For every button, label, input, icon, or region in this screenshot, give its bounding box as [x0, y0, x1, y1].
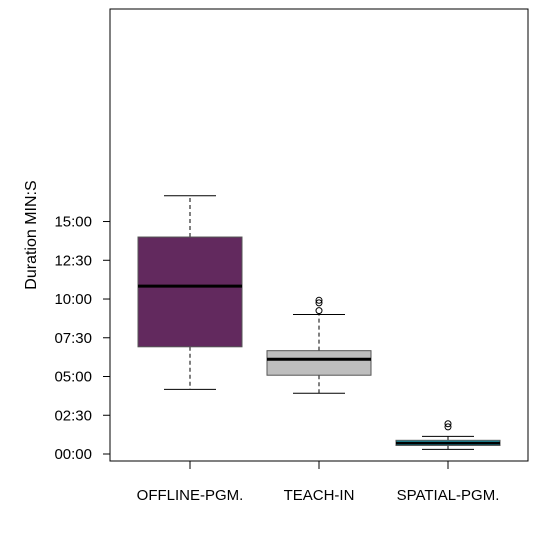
y-axis-label: Duration MIN:S	[23, 180, 40, 289]
boxes-layer	[137, 195, 501, 450]
x-category-label: TEACH-IN	[284, 487, 355, 504]
plot-frame	[109, 8, 529, 462]
box-group	[395, 420, 501, 450]
y-tick-label: 02:30	[54, 407, 92, 424]
box-group	[137, 195, 243, 390]
outlier-point	[444, 420, 452, 428]
outlier-point	[315, 307, 323, 315]
y-tick-label: 10:00	[54, 291, 92, 308]
outlier-point	[444, 423, 452, 431]
y-tick-label: 15:00	[54, 214, 92, 231]
x-category-label: OFFLINE-PGM.	[137, 487, 244, 504]
x-category-label: SPATIAL-PGM.	[397, 487, 500, 504]
outlier-point	[315, 299, 323, 307]
outlier-point	[315, 296, 323, 304]
y-tick-label: 00:00	[54, 446, 92, 463]
y-axis: 00:00 02:30 05:00 07:30 10:00 12:30 15:00	[54, 214, 110, 463]
x-axis: OFFLINE-PGM. TEACH-IN SPATIAL-PGM.	[137, 461, 500, 504]
y-tick-label: 07:30	[54, 330, 92, 347]
y-tick-label: 05:00	[54, 369, 92, 386]
y-tick-label: 12:30	[54, 252, 92, 269]
iqr-box	[266, 350, 372, 376]
box-group	[266, 296, 372, 394]
iqr-box	[137, 236, 243, 348]
